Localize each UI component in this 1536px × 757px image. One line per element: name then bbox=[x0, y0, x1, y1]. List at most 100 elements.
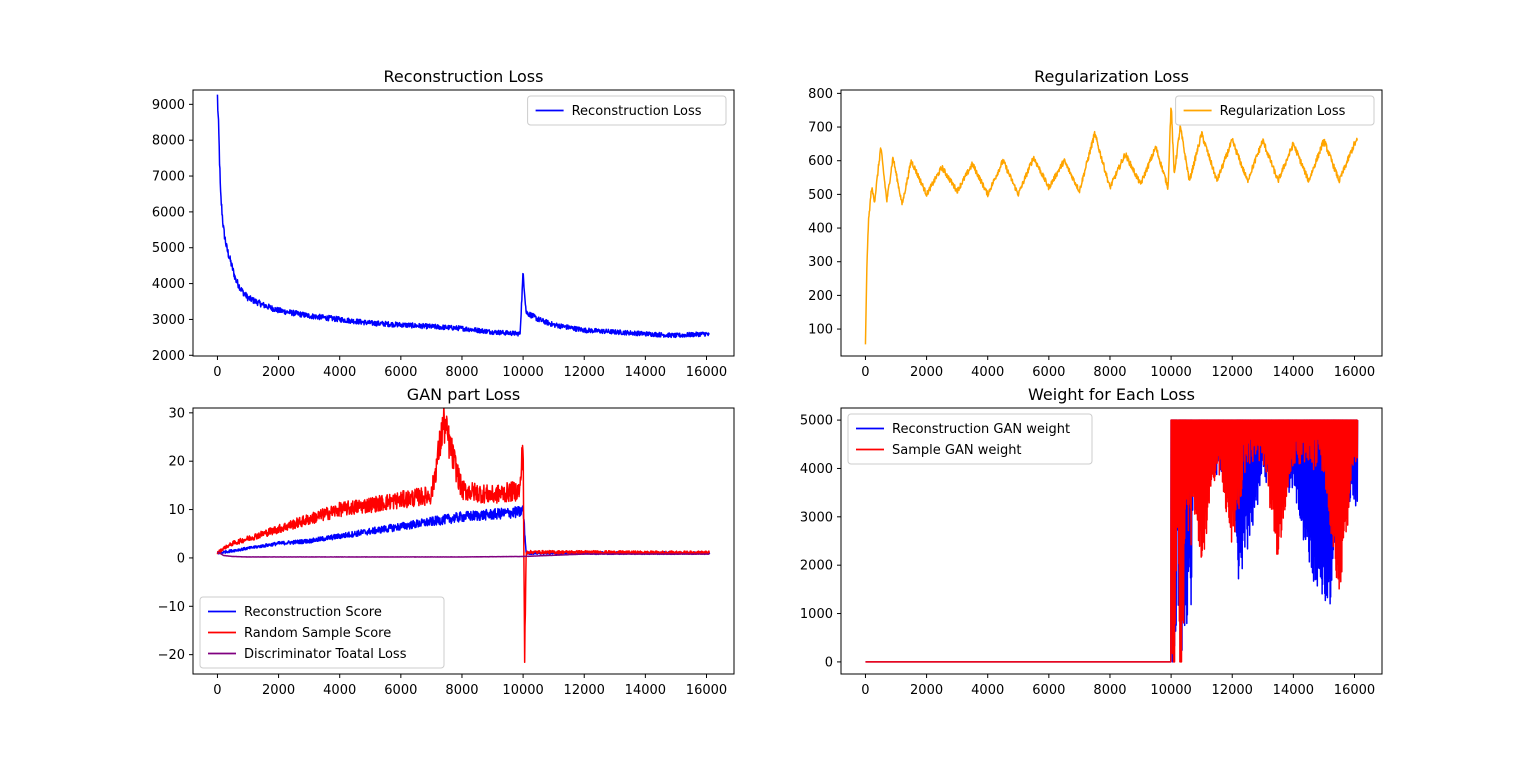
x-tick-label: 8000 bbox=[1093, 683, 1126, 698]
x-tick-label: 2000 bbox=[262, 683, 295, 698]
y-tick-label: 2000 bbox=[152, 349, 185, 364]
x-tick-label: 10000 bbox=[502, 365, 543, 380]
legend: Reconstruction Score Random Sample Score D… bbox=[199, 596, 445, 669]
y-tick-label: 300 bbox=[808, 255, 833, 270]
y-tick-label: 5000 bbox=[800, 414, 833, 429]
x-tick-label: 10000 bbox=[502, 683, 543, 698]
series-group bbox=[865, 419, 1359, 663]
legend: Reconstruction GAN weight Sample GAN weig… bbox=[847, 413, 1093, 465]
x-tick-label: 4000 bbox=[971, 683, 1004, 698]
y-tick-label: 100 bbox=[808, 323, 833, 338]
chart-title: GAN part Loss bbox=[407, 385, 520, 404]
chart-title: Regularization Loss bbox=[1034, 67, 1189, 86]
chart-title: Reconstruction Loss bbox=[384, 67, 544, 86]
legend-label: Random Sample Score bbox=[244, 626, 391, 641]
y-tick-label: 3000 bbox=[152, 313, 185, 328]
y-tick-label: 4000 bbox=[800, 462, 833, 477]
legend-box bbox=[199, 596, 445, 669]
x-tick-label: 6000 bbox=[384, 365, 417, 380]
series-line-1 bbox=[216, 94, 710, 339]
y-tick-label: 30 bbox=[168, 406, 185, 421]
y-tick-label: 1000 bbox=[800, 607, 833, 622]
x-tick-label: 0 bbox=[861, 683, 869, 698]
x-tick-label: 16000 bbox=[1334, 683, 1375, 698]
y-tick-label: 9000 bbox=[152, 98, 185, 113]
y-tick-label: −10 bbox=[158, 600, 185, 615]
series-line-2 bbox=[865, 419, 1359, 663]
legend-label: Reconstruction Score bbox=[244, 605, 382, 620]
x-tick-label: 2000 bbox=[910, 683, 943, 698]
subplot-1: 0 2000 4000 6000 8000 10000 12000 14000 16000 200… bbox=[152, 67, 735, 380]
legend-label: Discriminator Toatal Loss bbox=[244, 647, 407, 662]
x-tick-label: 12000 bbox=[1212, 683, 1253, 698]
x-tick-label: 2000 bbox=[262, 365, 295, 380]
x-tick-label: 6000 bbox=[1032, 683, 1065, 698]
x-tick-label: 14000 bbox=[1273, 365, 1314, 380]
x-tick-label: 4000 bbox=[323, 683, 356, 698]
x-tick-label: 14000 bbox=[625, 365, 666, 380]
x-tick-label: 16000 bbox=[686, 365, 727, 380]
y-tick-label: 0 bbox=[825, 655, 833, 670]
legend-label: Reconstruction Loss bbox=[572, 104, 702, 119]
x-tick-label: 12000 bbox=[564, 365, 605, 380]
legend: Regularization Loss bbox=[1175, 95, 1375, 126]
y-tick-label: 700 bbox=[808, 121, 833, 136]
x-tick-label: 10000 bbox=[1150, 683, 1191, 698]
x-tick-label: 16000 bbox=[686, 683, 727, 698]
y-tick-label: 8000 bbox=[152, 134, 185, 149]
y-tick-label: 400 bbox=[808, 222, 833, 237]
legend-box bbox=[847, 413, 1093, 465]
y-tick-label: 200 bbox=[808, 289, 833, 304]
x-tick-label: 0 bbox=[213, 683, 221, 698]
y-tick-label: 4000 bbox=[152, 277, 185, 292]
x-tick-label: 14000 bbox=[625, 683, 666, 698]
y-tick-label: 0 bbox=[177, 551, 185, 566]
series-group bbox=[216, 408, 711, 664]
x-tick-label: 2000 bbox=[910, 365, 943, 380]
y-tick-label: 10 bbox=[168, 503, 185, 518]
subplot-4: 0 2000 4000 6000 8000 10000 12000 14000 16000 0 10… bbox=[800, 385, 1383, 698]
series-line-1 bbox=[864, 107, 1359, 345]
y-tick-label: 20 bbox=[168, 455, 185, 470]
y-tick-label: 6000 bbox=[152, 205, 185, 220]
x-tick-label: 4000 bbox=[323, 365, 356, 380]
series-line-2 bbox=[216, 408, 711, 664]
x-tick-label: 6000 bbox=[1032, 365, 1065, 380]
y-tick-label: 2000 bbox=[800, 559, 833, 574]
legend-box bbox=[527, 95, 727, 126]
x-tick-label: 8000 bbox=[445, 365, 478, 380]
axes-frame bbox=[192, 407, 735, 675]
x-tick-label: 0 bbox=[213, 365, 221, 380]
legend-box bbox=[1175, 95, 1375, 126]
x-tick-label: 0 bbox=[861, 365, 869, 380]
y-tick-label: 3000 bbox=[800, 510, 833, 525]
x-tick-label: 12000 bbox=[1212, 365, 1253, 380]
subplot-2: 0 2000 4000 6000 8000 10000 12000 14000 16000 100… bbox=[808, 67, 1383, 380]
y-tick-label: 500 bbox=[808, 188, 833, 203]
y-tick-label: 7000 bbox=[152, 170, 185, 185]
x-tick-label: 10000 bbox=[1150, 365, 1191, 380]
legend: Reconstruction Loss bbox=[527, 95, 727, 126]
x-tick-label: 12000 bbox=[564, 683, 605, 698]
x-tick-label: 14000 bbox=[1273, 683, 1314, 698]
legend-label: Sample GAN weight bbox=[892, 443, 1022, 458]
x-tick-label: 8000 bbox=[445, 683, 478, 698]
axes-frame bbox=[840, 407, 1383, 675]
legend-label: Reconstruction GAN weight bbox=[892, 422, 1070, 437]
x-tick-label: 8000 bbox=[1093, 365, 1126, 380]
series-group bbox=[864, 107, 1359, 345]
y-tick-label: 600 bbox=[808, 154, 833, 169]
chart-title: Weight for Each Loss bbox=[1028, 385, 1195, 404]
subplot-3: 0 2000 4000 6000 8000 10000 12000 14000 16000 −20… bbox=[158, 385, 735, 698]
axes-frame bbox=[840, 89, 1383, 357]
series-group bbox=[216, 94, 710, 339]
x-tick-label: 4000 bbox=[971, 365, 1004, 380]
axes-frame bbox=[192, 89, 735, 357]
y-tick-label: −20 bbox=[158, 648, 185, 663]
y-tick-label: 5000 bbox=[152, 241, 185, 256]
x-tick-label: 16000 bbox=[1334, 365, 1375, 380]
series-line-3 bbox=[217, 551, 710, 558]
legend-label: Regularization Loss bbox=[1220, 104, 1346, 119]
y-tick-label: 800 bbox=[808, 87, 833, 102]
